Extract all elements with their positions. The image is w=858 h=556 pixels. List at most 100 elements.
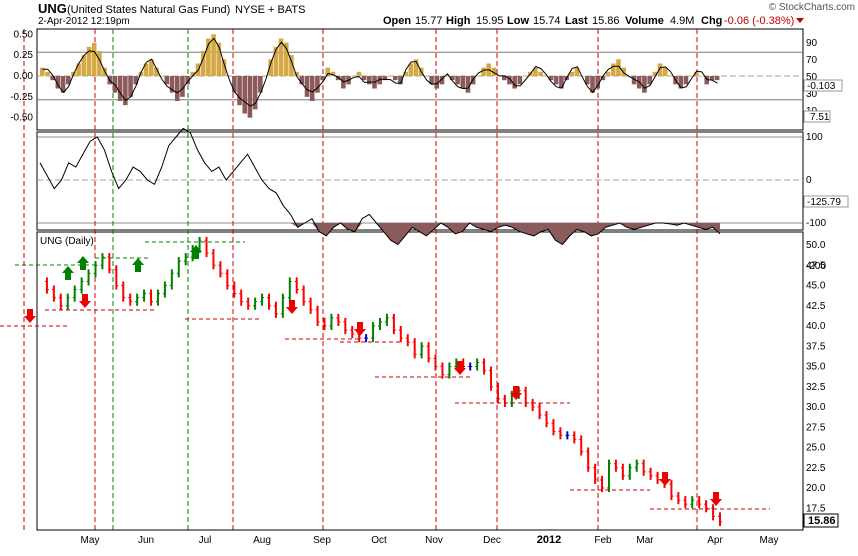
histogram-bar [309, 76, 315, 101]
histogram-bar [714, 76, 720, 81]
histogram-bar [55, 76, 61, 89]
histogram-bar [392, 76, 398, 81]
x-axis-label: Apr [707, 535, 723, 546]
top-right-tick-label: 30 [806, 89, 818, 100]
histogram-bar [169, 76, 175, 93]
x-axis-label: Nov [425, 535, 443, 546]
histogram-bar [200, 51, 206, 76]
histogram-bar [662, 67, 668, 76]
open-value: 15.77 [415, 15, 443, 27]
histogram-bar [128, 76, 133, 97]
histogram-bar [413, 59, 419, 76]
histogram-bar [320, 76, 325, 81]
histogram-bar [548, 76, 554, 81]
histogram-bar [154, 67, 159, 76]
price-panel-title: UNG (Daily) [40, 236, 94, 247]
axis-ticks: 0.500.250.00-0.25-0.509070503010-0.1037.… [10, 29, 849, 546]
x-axis-label: 2012 [537, 534, 561, 546]
indicator-line [42, 37, 718, 107]
sell-arrow-icon [510, 386, 522, 400]
histogram-bar [647, 76, 652, 85]
last-price-box [803, 513, 839, 528]
price-right-tick-label: 47.5 [806, 260, 826, 271]
top-right-tick-label: 50 [806, 72, 818, 83]
histogram-bar [590, 76, 595, 93]
histogram-bar [465, 76, 471, 93]
histogram-bar [501, 76, 507, 81]
arrow-shape [77, 256, 89, 270]
price-right-tick-label: 40.0 [806, 321, 826, 332]
histogram-bar [543, 76, 549, 77]
top-right-tick-label: 70 [806, 55, 818, 66]
histogram-bar [450, 76, 455, 81]
top-left-tick-label: -0.50 [10, 113, 33, 124]
histogram-bar [164, 76, 170, 85]
histogram-bar [387, 76, 393, 77]
readout-box [803, 110, 831, 123]
high-label: High [446, 15, 471, 27]
histogram-bar [143, 63, 149, 76]
histogram-bar [382, 76, 388, 81]
histogram-bar [60, 76, 66, 93]
histogram-bar [278, 38, 284, 76]
header-exchange: NYSE + BATS [235, 4, 305, 16]
histogram-bar [315, 76, 320, 93]
arrow-shape [710, 492, 722, 506]
histogram-bar [97, 51, 102, 76]
x-axis-label: Feb [594, 535, 612, 546]
histogram-bar [50, 76, 55, 81]
sell-arrow-icon [24, 309, 36, 323]
arrow-shape [24, 309, 36, 323]
x-axis-label: Sep [313, 535, 331, 546]
histogram-bar [491, 67, 497, 76]
readout-box [803, 79, 843, 92]
histogram-bar [221, 59, 227, 76]
histogram-bar [481, 67, 486, 76]
histogram-bar [533, 67, 538, 76]
top-readout-value: -0.103 [807, 81, 836, 92]
histogram-bar [273, 46, 279, 76]
top-panel-frame [36, 28, 804, 131]
price-right-tick-label: 20.0 [806, 483, 826, 494]
histogram-bar [40, 67, 45, 76]
x-axis-label: Jul [199, 535, 212, 546]
histogram-bar [211, 34, 216, 76]
chg-down-icon [796, 18, 804, 23]
histogram-bar [585, 76, 590, 85]
price-panel-frame [36, 231, 804, 531]
histogram-bar [247, 76, 253, 118]
open-label: Open [383, 15, 411, 27]
top-right-tick-label: 90 [806, 38, 818, 49]
histogram-bar [559, 76, 564, 89]
last-label: Last [565, 15, 588, 27]
histogram-bar [283, 42, 289, 76]
high-value: 15.95 [476, 15, 504, 27]
histogram-bar [174, 76, 180, 101]
histogram-bar [398, 76, 403, 85]
histogram-bar [439, 76, 445, 85]
arrow-shape [286, 300, 298, 314]
histogram-bar [424, 76, 429, 77]
histogram-bar [694, 71, 699, 76]
histogram-bar [460, 76, 466, 89]
credit-text: © StockCharts.com [769, 2, 855, 13]
indicator-line [39, 127, 721, 246]
histogram-bar [709, 76, 715, 81]
histogram-bar [517, 76, 523, 85]
histogram-bar [605, 71, 611, 76]
middle-right-tick-label: 0 [806, 175, 812, 186]
buy-arrow-icon [132, 258, 144, 272]
histogram-bar [232, 76, 237, 93]
histogram-bar [429, 76, 434, 85]
histogram-bar [683, 76, 689, 85]
histogram-bar [403, 71, 408, 76]
price-marks [44, 236, 722, 527]
x-axis-label: May [760, 535, 779, 546]
histogram-bar [476, 76, 481, 77]
last-value: 15.86 [592, 15, 620, 27]
volume-label: Volume [625, 15, 664, 27]
middle-readout-value: -125.79 [807, 197, 841, 208]
histogram-bar [91, 42, 97, 76]
histogram-bar [268, 59, 273, 76]
histogram-bar [699, 76, 704, 77]
